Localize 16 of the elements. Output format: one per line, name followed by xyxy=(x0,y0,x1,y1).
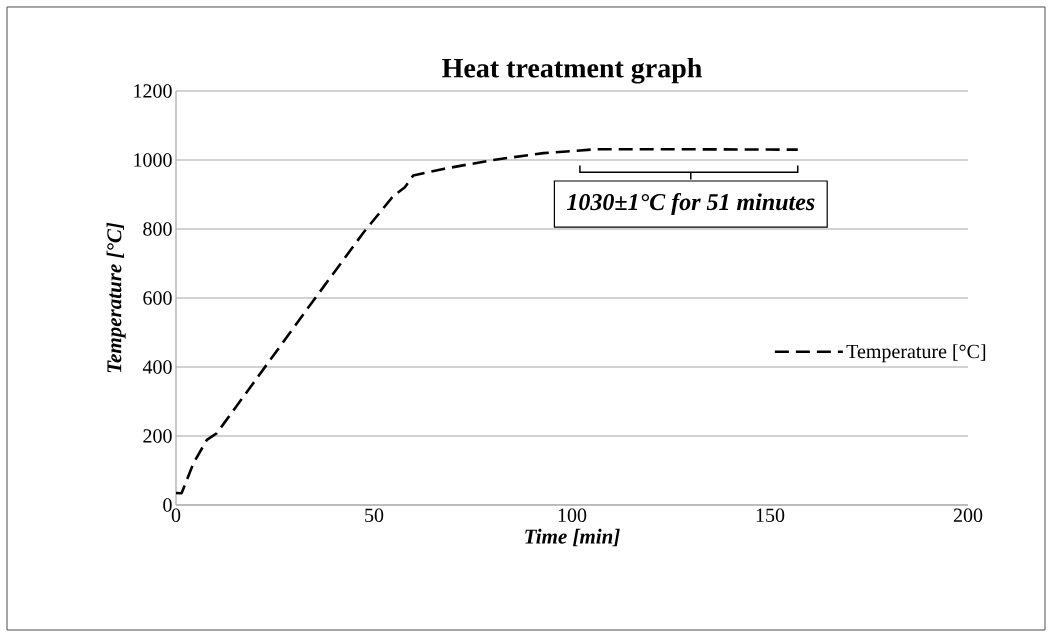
y-axis-title: Temperature [°C] xyxy=(106,222,126,373)
y-tick-label: 400 xyxy=(142,360,172,374)
y-tick-label: 600 xyxy=(143,291,172,305)
chart-title: Heat treatment graph xyxy=(442,57,702,84)
y-tick-label: 1000 xyxy=(134,153,172,167)
y-tick-label: 800 xyxy=(143,222,172,236)
x-tick-label: 150 xyxy=(756,508,785,523)
y-tick-label: 200 xyxy=(143,429,172,443)
y-tick-label: 1200 xyxy=(134,84,172,98)
x-tick-label: 200 xyxy=(953,508,983,523)
x-tick-label: 50 xyxy=(365,508,384,523)
annotation: 1030±1°C for 51 minutes xyxy=(566,193,815,216)
y-tick-label: 0 xyxy=(163,498,172,512)
legend-label: Temperature [°C] xyxy=(846,344,986,363)
x-axis-title: Time [min] xyxy=(525,528,620,547)
x-tick-label: 100 xyxy=(558,508,587,523)
